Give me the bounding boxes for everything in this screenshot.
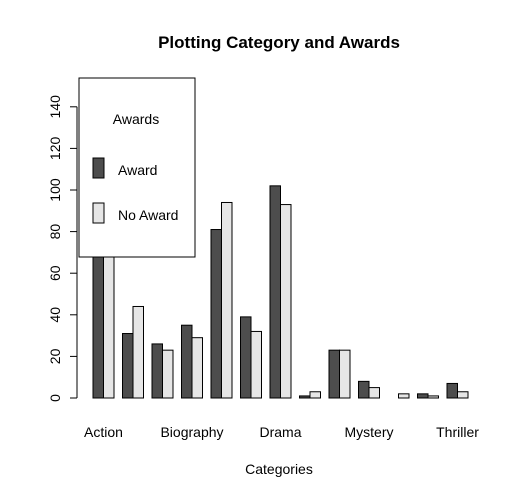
legend-swatch-no-award: [92, 202, 105, 224]
bar-award: [210, 229, 222, 399]
bar-group: [92, 185, 469, 399]
legend: Awards Award No Award: [78, 77, 196, 258]
y-tick-label: 140: [47, 95, 63, 119]
x-tick-label: Action: [84, 424, 123, 440]
bar-award: [181, 324, 193, 399]
x-tick-label: Mystery: [345, 424, 394, 440]
legend-title: Awards: [113, 111, 159, 127]
bar-no-award: [191, 337, 203, 399]
y-axis: 0 20 40 60 80 100 120 140: [47, 95, 78, 402]
chart-title: Plotting Category and Awards: [158, 33, 400, 52]
y-tick-label: 60: [47, 265, 63, 281]
bar-no-award: [250, 330, 262, 399]
bar-no-award: [103, 251, 115, 399]
y-tick-label: 100: [47, 178, 63, 202]
x-tick-label: Biography: [160, 424, 223, 440]
bar-award: [269, 185, 281, 399]
x-tick-label: Thriller: [436, 424, 479, 440]
legend-label-no-award: No Award: [118, 207, 178, 223]
bar-award: [122, 333, 134, 399]
bar-award: [417, 393, 429, 399]
y-tick-label: 120: [47, 137, 63, 161]
x-axis-title: Categories: [245, 461, 313, 477]
bar-award: [446, 382, 458, 399]
bar-award: [299, 395, 311, 399]
x-axis-labels: Action Biography Drama Mystery Thriller: [84, 424, 479, 440]
bar-no-award: [398, 393, 410, 399]
y-tick-label: 20: [47, 348, 63, 364]
bar-no-award: [162, 349, 174, 399]
bar-award: [240, 316, 252, 399]
bar-award: [92, 251, 104, 399]
bar-no-award: [427, 395, 439, 399]
bar-no-award: [132, 305, 144, 399]
bar-no-award: [309, 391, 321, 399]
bar-no-award: [368, 387, 380, 399]
bar-no-award: [221, 201, 233, 399]
legend-label-award: Award: [118, 162, 157, 178]
legend-swatch-award: [92, 157, 105, 179]
bar-no-award: [280, 204, 292, 399]
bar-award: [358, 380, 370, 399]
bar-no-award: [457, 391, 469, 399]
y-tick-label: 80: [47, 224, 63, 240]
bar-no-award: [339, 349, 351, 399]
y-tick-label: 0: [47, 394, 63, 402]
x-tick-label: Drama: [259, 424, 301, 440]
bar-award: [151, 343, 163, 399]
bar-award: [328, 349, 340, 399]
y-tick-label: 40: [47, 307, 63, 323]
